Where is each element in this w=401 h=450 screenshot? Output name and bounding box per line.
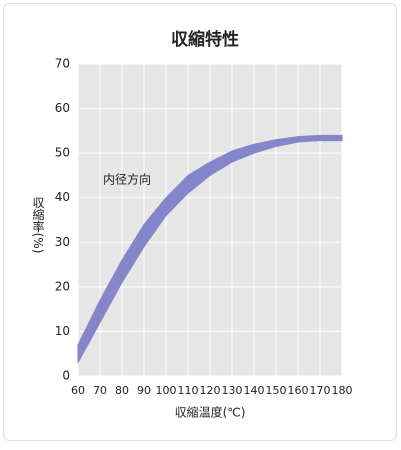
chart-title: 収縮特性	[171, 29, 239, 50]
x-tick-label: 90	[137, 384, 151, 397]
y-axis-label: 収縮率(%)	[31, 196, 45, 253]
y-tick-label: 20	[55, 279, 70, 293]
x-tick-label: 70	[93, 384, 107, 397]
y-tick-label: 0	[62, 369, 70, 383]
annotation: 内径方向	[103, 172, 151, 187]
y-tick-label: 40	[55, 190, 70, 204]
x-tick-label: 110	[178, 384, 199, 397]
y-tick-label: 50	[55, 146, 70, 160]
y-tick-label: 60	[55, 101, 70, 115]
band	[77, 134, 343, 364]
x-tick-label: 120	[200, 384, 221, 397]
x-tick-label: 160	[288, 384, 309, 397]
x-tick-label: 130	[222, 384, 243, 397]
x-axis-label: 収縮温度(℃)	[175, 405, 246, 420]
x-tick-label: 80	[115, 384, 129, 397]
x-tick-label: 180	[332, 384, 353, 397]
x-tick-label: 170	[310, 384, 331, 397]
y-tick-label: 10	[55, 324, 70, 338]
x-tick-label: 60	[71, 384, 85, 397]
x-tick-label: 140	[244, 384, 265, 397]
y-tick-label: 70	[55, 57, 70, 71]
y-tick-label: 30	[55, 235, 70, 249]
x-tick-label: 150	[266, 384, 287, 397]
x-tick-label: 100	[156, 384, 177, 397]
